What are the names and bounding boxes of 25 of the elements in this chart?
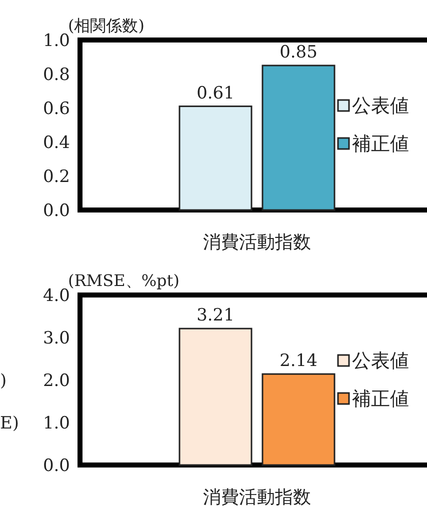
data-label: 0.61 bbox=[196, 83, 234, 104]
legend-label: 公表値 bbox=[352, 350, 409, 372]
y-tick-label: 0.4 bbox=[42, 133, 70, 153]
text: E) bbox=[0, 414, 20, 434]
y-tick-label: 1.0 bbox=[42, 414, 70, 434]
legend-label: 公表値 bbox=[352, 95, 409, 117]
text: ) bbox=[0, 371, 7, 391]
x-tick-label: 消費活動指数 bbox=[203, 487, 311, 508]
y-tick-label: 0.0 bbox=[42, 456, 70, 476]
legend-label: 補正値 bbox=[352, 388, 409, 410]
y-tick-label: 1.0 bbox=[42, 31, 70, 51]
y-axis-title: (相関係数) bbox=[68, 16, 144, 35]
y-axis-title: (RMSE、%pt) bbox=[68, 271, 180, 290]
y-tick-label: 0.6 bbox=[42, 99, 70, 119]
y-tick-label: 0.2 bbox=[42, 167, 70, 187]
data-label: 0.85 bbox=[280, 42, 318, 62]
y-tick-label: 0.8 bbox=[42, 65, 70, 85]
y-tick-label: 3.0 bbox=[42, 328, 70, 348]
data-label: 3.21 bbox=[196, 306, 234, 326]
data-label: 2.14 bbox=[280, 351, 318, 372]
legend-label: 補正値 bbox=[352, 133, 409, 155]
y-tick-label: 2.0 bbox=[42, 371, 70, 391]
x-tick-label: 消費活動指数 bbox=[203, 232, 311, 253]
y-tick-label: 4.0 bbox=[42, 286, 70, 306]
y-tick-label: 0.0 bbox=[42, 201, 70, 221]
